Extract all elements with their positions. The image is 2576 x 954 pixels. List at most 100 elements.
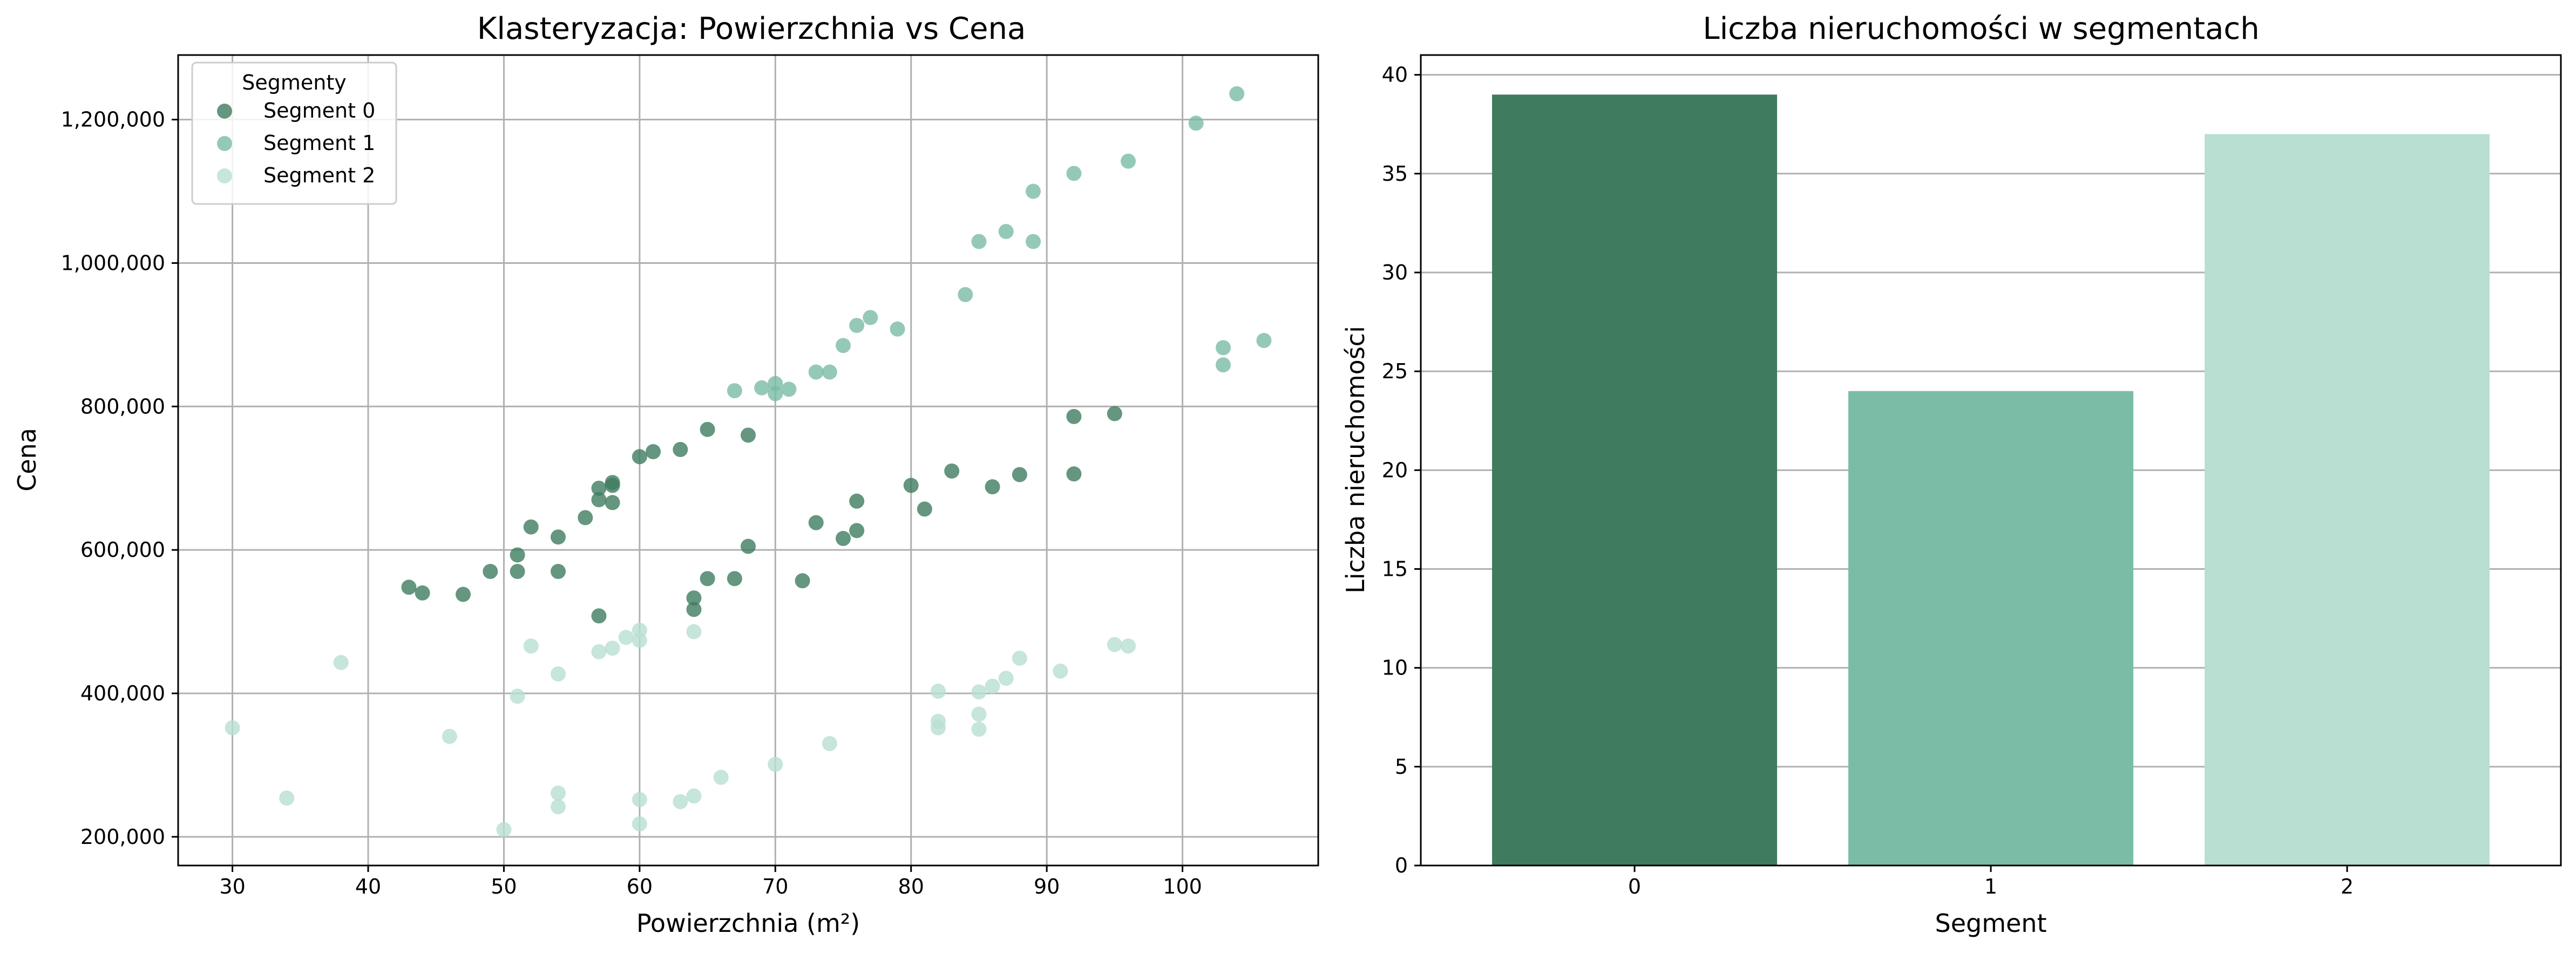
scatter-point-segment-0 — [686, 602, 702, 617]
scatter-point-segment-2 — [1121, 638, 1136, 654]
scatter-points — [225, 86, 1272, 837]
scatter-point-segment-2 — [605, 640, 620, 656]
scatter-point-segment-2 — [618, 630, 634, 645]
y-tick-label: 5 — [1395, 755, 1408, 779]
y-tick-label: 200,000 — [80, 825, 165, 849]
scatter-point-segment-2 — [523, 638, 539, 654]
y-tick-label: 35 — [1382, 162, 1408, 186]
x-tick-label: 80 — [898, 875, 924, 898]
scatter-point-segment-0 — [727, 571, 742, 587]
y-tick-label: 25 — [1382, 359, 1408, 383]
scatter-point-segment-0 — [591, 492, 607, 508]
scatter-x-ticks: 30 40 50 60 70 80 90 100 — [219, 866, 1202, 898]
legend-title: Segmenty — [242, 71, 347, 94]
scatter-point-segment-2 — [985, 678, 1000, 694]
scatter-point-segment-1 — [1188, 115, 1204, 131]
y-tick-label: 800,000 — [80, 394, 165, 418]
scatter-point-segment-0 — [591, 608, 607, 624]
scatter-point-segment-1 — [808, 364, 824, 380]
scatter-point-segment-1 — [836, 338, 851, 353]
scatter-point-segment-1 — [863, 310, 878, 325]
scatter-point-segment-0 — [1107, 406, 1122, 421]
bar-segment-0 — [1492, 94, 1777, 866]
scatter-chart: Klasteryzacja: Powierzchnia vs Cena 30 40… — [12, 11, 1319, 938]
y-tick-label: 0 — [1395, 854, 1408, 877]
scatter-point-segment-0 — [944, 463, 960, 479]
scatter-point-segment-1 — [1229, 86, 1245, 101]
scatter-point-segment-0 — [700, 571, 715, 587]
y-tick-label: 400,000 — [80, 682, 165, 705]
scatter-point-segment-2 — [998, 671, 1014, 686]
scatter-point-segment-0 — [903, 478, 919, 493]
scatter-point-segment-0 — [591, 480, 607, 496]
y-tick-label: 40 — [1382, 63, 1408, 87]
legend-marker-segment-1 — [217, 136, 232, 151]
scatter-point-segment-2 — [768, 757, 783, 772]
x-tick-label: 90 — [1034, 875, 1060, 898]
scatter-point-segment-0 — [849, 523, 865, 539]
scatter-x-axis-label: Powierzchnia (m²) — [636, 909, 860, 938]
scatter-point-segment-0 — [523, 519, 539, 535]
scatter-point-segment-1 — [1066, 166, 1082, 181]
scatter-title: Klasteryzacja: Powierzchnia vs Cena — [477, 11, 1026, 46]
bar-chart: Liczba nieruchomości w segmentach 0 1 2 0 5… — [1341, 11, 2562, 938]
scatter-point-segment-2 — [551, 785, 566, 801]
scatter-point-segment-1 — [754, 380, 770, 396]
x-tick-label: 30 — [219, 875, 245, 898]
y-tick-label: 1,000,000 — [61, 251, 165, 275]
scatter-point-segment-1 — [849, 318, 865, 333]
scatter-point-segment-2 — [442, 728, 457, 744]
scatter-point-segment-2 — [673, 794, 688, 809]
x-tick-label: 1 — [1984, 875, 1997, 898]
scatter-point-segment-2 — [686, 624, 702, 639]
scatter-grid — [178, 55, 1318, 866]
scatter-point-segment-0 — [1066, 466, 1082, 482]
scatter-point-segment-0 — [415, 585, 430, 601]
scatter-point-segment-2 — [931, 720, 946, 735]
scatter-point-segment-1 — [1256, 333, 1272, 349]
scatter-point-segment-0 — [510, 547, 525, 563]
scatter-point-segment-2 — [496, 822, 512, 837]
bar-segment-2 — [2205, 134, 2490, 866]
scatter-point-segment-0 — [510, 564, 525, 580]
scatter-y-ticks: 200,000 400,000 600,000 800,000 1,000,000 1,2… — [61, 108, 178, 849]
legend-marker-segment-0 — [217, 104, 232, 119]
y-tick-label: 30 — [1382, 261, 1408, 284]
scatter-point-segment-2 — [551, 799, 566, 815]
scatter-point-segment-2 — [822, 736, 837, 752]
legend-label-segment-0: Segment 0 — [263, 99, 375, 122]
scatter-point-segment-0 — [646, 444, 661, 460]
scatter-point-segment-1 — [1026, 183, 1041, 199]
scatter-point-segment-0 — [1066, 408, 1082, 424]
scatter-point-segment-1 — [1216, 340, 1231, 356]
x-tick-label: 40 — [355, 875, 381, 898]
scatter-point-segment-0 — [673, 442, 688, 458]
scatter-point-segment-0 — [700, 421, 715, 437]
scatter-point-segment-2 — [632, 816, 647, 832]
scatter-point-segment-1 — [1026, 234, 1041, 249]
scatter-point-segment-0 — [401, 580, 417, 595]
scatter-point-segment-0 — [686, 590, 702, 606]
legend-marker-segment-2 — [217, 168, 232, 183]
scatter-point-segment-0 — [917, 501, 932, 517]
scatter-point-segment-0 — [632, 449, 647, 465]
scatter-point-segment-0 — [1012, 467, 1027, 482]
y-tick-label: 15 — [1382, 557, 1408, 581]
legend-label-segment-1: Segment 1 — [263, 131, 375, 155]
y-tick-label: 10 — [1382, 656, 1408, 680]
scatter-point-segment-1 — [958, 287, 973, 302]
x-tick-label: 70 — [762, 875, 788, 898]
scatter-point-segment-2 — [279, 791, 295, 806]
x-tick-label: 60 — [627, 875, 653, 898]
y-tick-label: 1,200,000 — [61, 108, 165, 132]
x-tick-label: 50 — [491, 875, 517, 898]
scatter-point-segment-1 — [1216, 357, 1231, 373]
bar-y-ticks: 0 5 10 15 20 25 30 35 40 — [1382, 63, 1421, 877]
x-tick-label: 0 — [1628, 875, 1641, 898]
x-tick-label: 100 — [1163, 875, 1202, 898]
x-tick-label: 2 — [2341, 875, 2354, 898]
scatter-point-segment-0 — [483, 564, 498, 580]
scatter-point-segment-2 — [1107, 637, 1122, 652]
scatter-y-axis-label: Cena — [12, 428, 42, 492]
